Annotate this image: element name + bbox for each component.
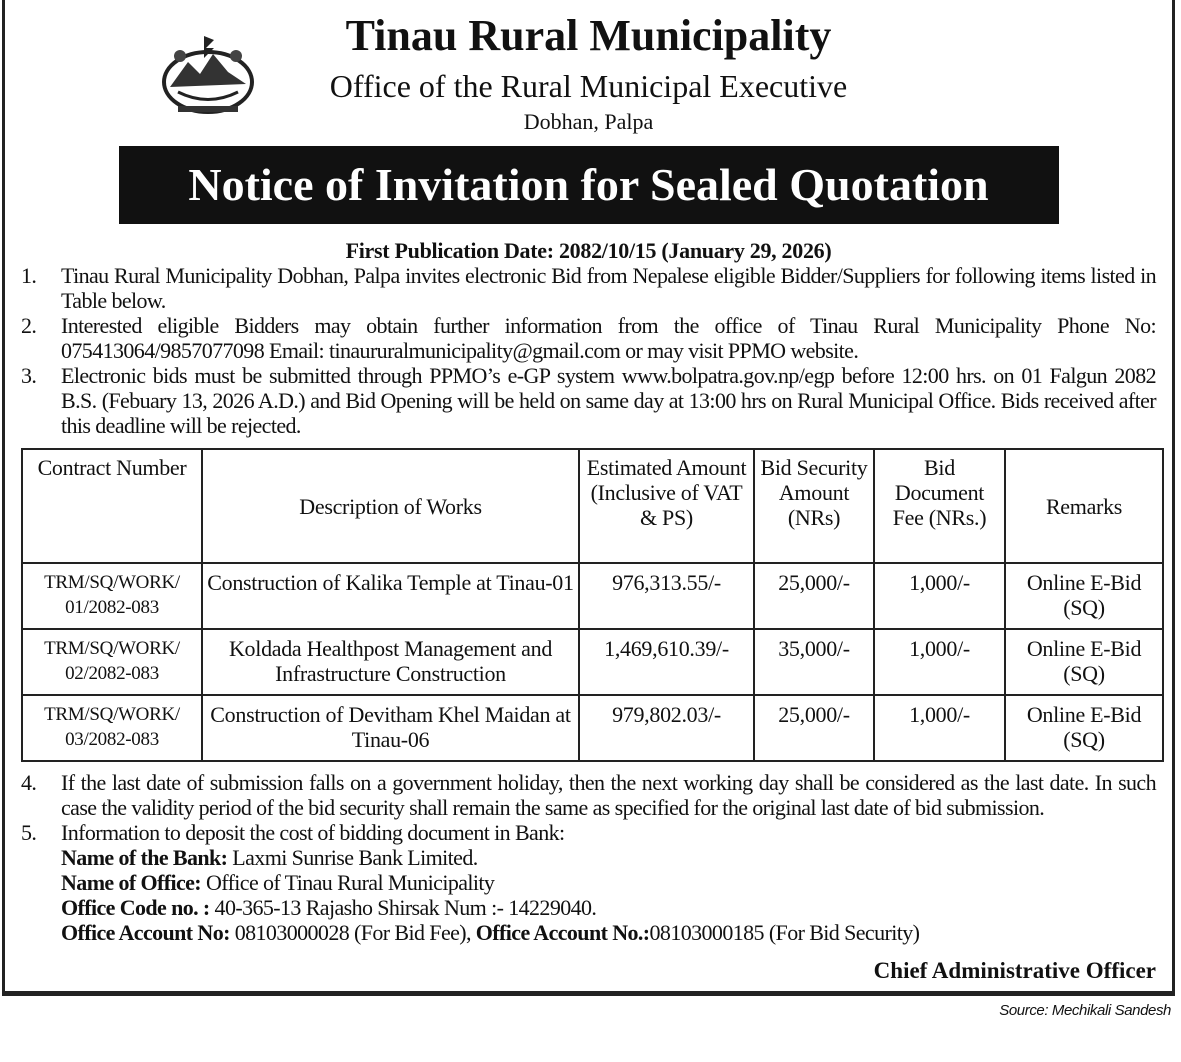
cell-bid-security: 25,000/- (753, 562, 875, 630)
value: Office of Tinau Rural Municipality (201, 870, 495, 895)
label: Office Account No: (61, 920, 230, 945)
item-number: 5. (21, 820, 37, 845)
cell-remarks: Online E-Bid (SQ) (1004, 562, 1164, 630)
source-credit: Source: Mechikali Sandesh (999, 1002, 1171, 1019)
item-text: Interested eligible Bidders may obtain f… (61, 313, 1157, 363)
list-item: 4. If the last date of submission falls o… (21, 770, 1157, 820)
cell-contract-number: TRM/SQ/WORK/ 02/2082-083 (21, 628, 203, 696)
publication-date: First Publication Date: 2082/10/15 (Janu… (345, 238, 832, 263)
cell-contract-number: TRM/SQ/WORK/ 01/2082-083 (21, 562, 203, 630)
col-contract-number: Contract Number (21, 448, 203, 564)
list-item: 2. Interested eligible Bidders may obtain… (21, 313, 1157, 363)
cell-description: Construction of Kalika Temple at Tinau-0… (201, 562, 580, 630)
label: Name of the Bank: (61, 845, 228, 870)
label: Office Account No.: (475, 920, 650, 945)
cell-remarks: Online E-Bid (SQ) (1004, 628, 1164, 696)
item-number: 2. (21, 313, 37, 338)
notice-banner: Notice of Invitation for Sealed Quotatio… (118, 146, 1059, 224)
value: 08103000028 (For Bid Fee), (229, 920, 476, 945)
office-name-line: Name of Office: Office of Tinau Rural Mu… (61, 870, 1156, 895)
notice-header: Tinau Rural Municipality Office of the R… (21, 10, 1156, 136)
col-estimated-amount: Estimated Amount (Inclusive of VAT & PS) (578, 448, 755, 564)
label: Office Code no. : (61, 895, 210, 920)
office-subtitle: Office of the Rural Municipal Executive (329, 68, 848, 104)
value: 08103000185 (For Bid Security) (649, 920, 920, 945)
notice-items-top: 1. Tinau Rural Municipality Dobhan, Palpa… (21, 263, 1157, 438)
col-remarks: Remarks (1004, 448, 1164, 564)
notice-items-bottom: 4. If the last date of submission falls o… (21, 770, 1157, 945)
municipality-title: Tinau Rural Municipality (345, 11, 832, 60)
cell-estimated-amount: 1,469,610.39/- (578, 628, 755, 696)
value: Laxmi Sunrise Bank Limited. (227, 845, 478, 870)
col-description: Description of Works (201, 448, 580, 564)
item-number: 3. (21, 363, 37, 388)
cell-bid-security: 35,000/- (753, 628, 875, 696)
table-header-row: Contract Number Description of Works Est… (21, 448, 1164, 564)
label: Name of Office: (61, 870, 202, 895)
cell-contract-number: TRM/SQ/WORK/ 03/2082-083 (21, 694, 203, 762)
table-row: TRM/SQ/WORK/ 01/2082-083 Construction of … (21, 562, 1164, 630)
value: 40-365-13 Rajasho Shirsak Num :- 1422904… (209, 895, 597, 920)
col-bid-security: Bid Security Amount (NRs) (753, 448, 875, 564)
item-number: 4. (21, 770, 37, 795)
col-document-fee: Bid Document Fee (NRs.) (873, 448, 1006, 564)
cell-document-fee: 1,000/- (873, 562, 1006, 630)
table-row: TRM/SQ/WORK/ 03/2082-083 Construction of … (21, 694, 1164, 762)
cell-bid-security: 25,000/- (753, 694, 875, 762)
contracts-table: Contract Number Description of Works Est… (21, 448, 1164, 762)
cell-estimated-amount: 979,802.03/- (578, 694, 755, 762)
list-item: 5. Information to deposit the cost of bi… (21, 820, 1156, 945)
cell-description: Koldada Healthpost Management and Infras… (201, 628, 580, 696)
item-text: Tinau Rural Municipality Dobhan, Palpa i… (61, 263, 1157, 313)
item-text: If the last date of submission falls on … (61, 770, 1157, 820)
item-text: Information to deposit the cost of biddi… (61, 820, 565, 845)
office-code-line: Office Code no. : 40-365-13 Rajasho Shir… (61, 895, 1156, 920)
cell-document-fee: 1,000/- (873, 628, 1006, 696)
list-item: 1. Tinau Rural Municipality Dobhan, Palpa… (21, 263, 1157, 313)
list-item: 3. Electronic bids must be submitted thro… (21, 363, 1157, 438)
cell-estimated-amount: 976,313.55/- (578, 562, 755, 630)
signature: Chief Administrative Officer (873, 958, 1156, 983)
item-text: Electronic bids must be submitted throug… (61, 363, 1157, 438)
item-number: 1. (21, 263, 37, 288)
account-line: Office Account No: 08103000028 (For Bid … (61, 920, 1156, 945)
table-row: TRM/SQ/WORK/ 02/2082-083 Koldada Healthpo… (21, 628, 1164, 696)
cell-document-fee: 1,000/- (873, 694, 1006, 762)
nepal-government-emblem-icon (162, 36, 254, 114)
cell-remarks: Online E-Bid (SQ) (1004, 694, 1164, 762)
bank-name-line: Name of the Bank: Laxmi Sunrise Bank Lim… (61, 845, 1156, 870)
cell-description: Construction of Devitham Khel Maidan at … (201, 694, 580, 762)
notice-border: Tinau Rural Municipality Office of the R… (2, 0, 1175, 996)
office-location: Dobhan, Palpa (523, 109, 654, 134)
